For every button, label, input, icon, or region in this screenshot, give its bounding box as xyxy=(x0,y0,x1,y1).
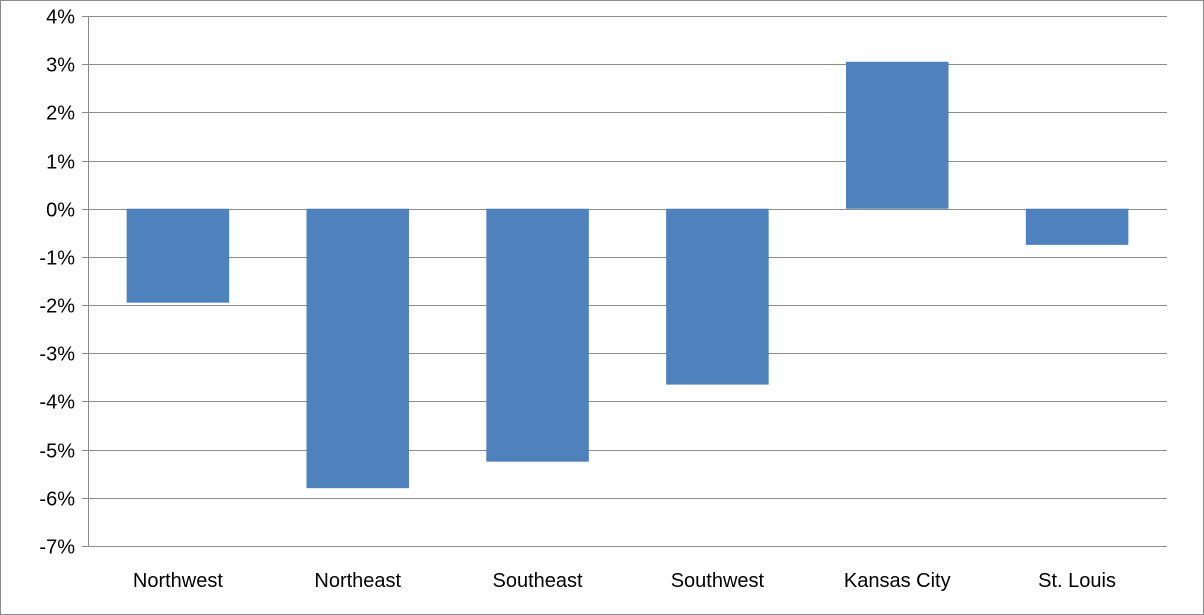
x-tick-label: St. Louis xyxy=(1038,570,1116,592)
x-tick-labels: Northwest Northeast Southeast Southwest Kans… xyxy=(133,570,1116,592)
bar-st-louis xyxy=(1025,208,1129,245)
gridlines xyxy=(88,16,1167,547)
axes xyxy=(82,16,1167,547)
y-tick-label: -6% xyxy=(39,489,75,511)
bar-northeast xyxy=(306,208,409,489)
y-tick-label: -4% xyxy=(39,392,75,414)
y-tick-label: 0% xyxy=(46,200,75,222)
bar-southeast xyxy=(486,208,589,462)
y-tick-label: -7% xyxy=(39,537,75,559)
x-tick-label: Southeast xyxy=(493,570,584,592)
y-tick-labels: 4% 3% 2% 1% 0% -1% -2% -3% -4% -5% -6% -7% xyxy=(39,7,75,559)
y-tick-label: 2% xyxy=(46,103,75,125)
x-tick-label: Northwest xyxy=(133,570,223,592)
y-tick-label: 1% xyxy=(46,152,75,174)
y-tick-label: 4% xyxy=(46,7,75,29)
x-tick-label: Kansas City xyxy=(844,570,951,592)
x-tick-label: Northeast xyxy=(314,570,401,592)
y-tick-label: -5% xyxy=(39,441,75,463)
bar-northwest xyxy=(126,208,230,303)
bar-kansas-city xyxy=(846,61,949,209)
y-tick-label: -1% xyxy=(39,248,75,270)
y-tick-label: -2% xyxy=(39,296,75,318)
y-tick-label: 3% xyxy=(46,55,75,77)
x-tick-label: Southwest xyxy=(671,570,765,592)
bars xyxy=(126,61,1129,489)
bar-southwest xyxy=(666,208,769,385)
y-tick-label: -3% xyxy=(39,344,75,366)
